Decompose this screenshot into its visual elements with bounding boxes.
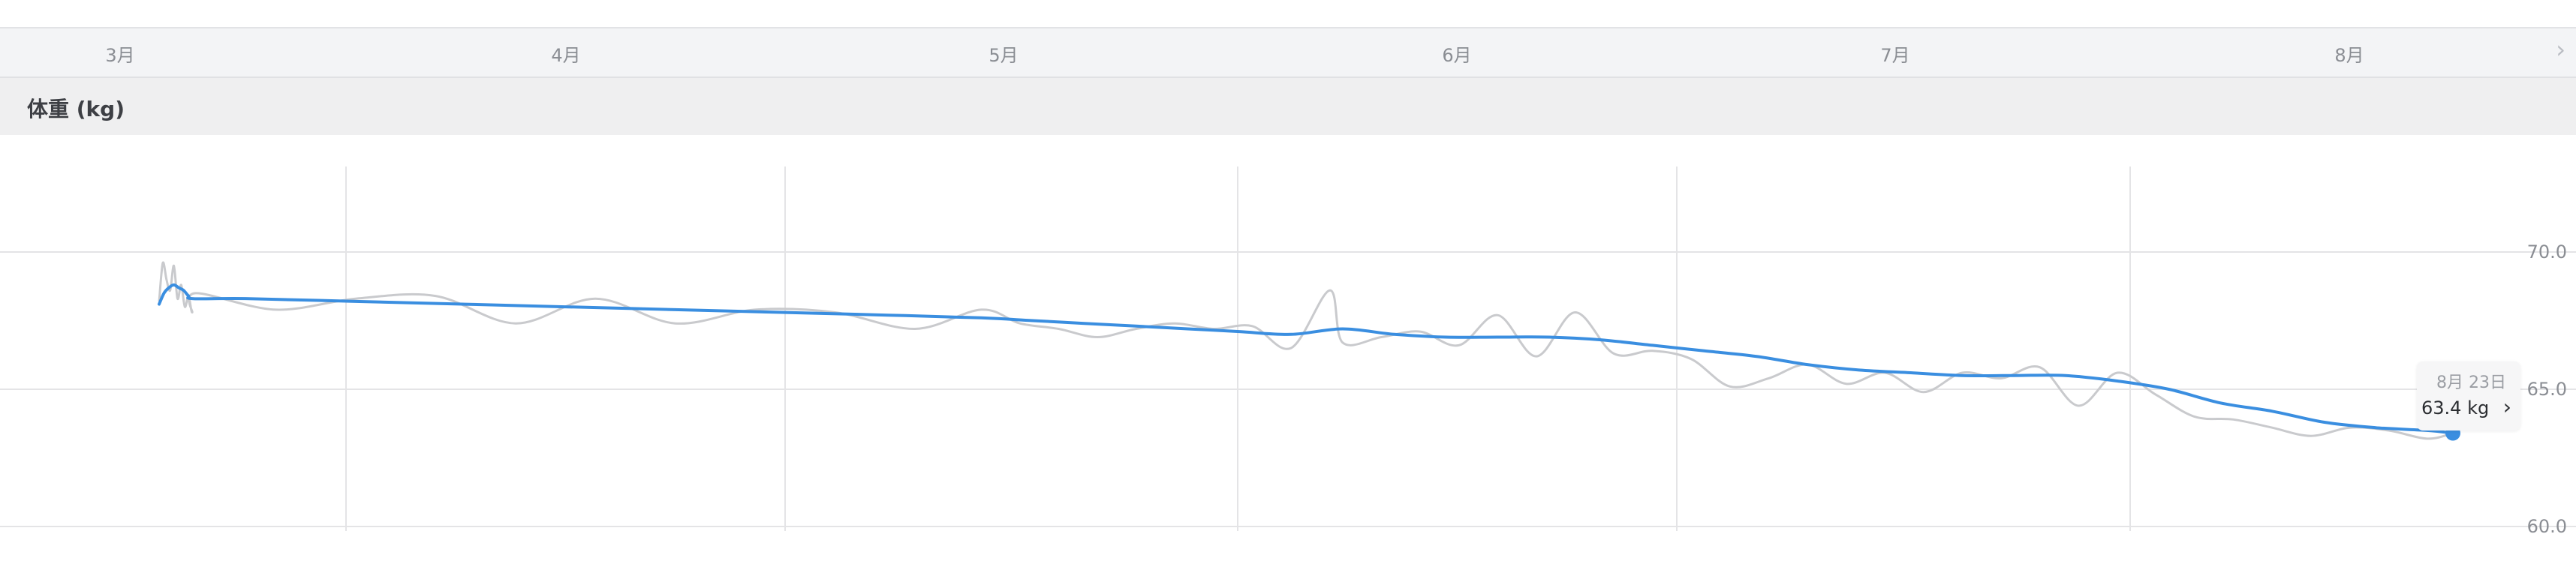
trend-weight-line xyxy=(158,283,2454,435)
y-tick-label: 70.0 xyxy=(2527,242,2567,262)
month-label-aug[interactable]: 8月 xyxy=(2334,45,2364,66)
month-label-jun[interactable]: 6月 xyxy=(1442,45,1472,66)
tooltip-date: 8月 23日 xyxy=(2436,374,2506,392)
value-tooltip[interactable]: 8月 23日 63.4 kg › xyxy=(2417,362,2520,430)
vertical-gridlines xyxy=(345,166,2131,531)
month-label-may[interactable]: 5月 xyxy=(989,45,1019,66)
y-tick-label: 65.0 xyxy=(2527,379,2567,400)
y-tick-labels: 60.0 65.0 70.0 xyxy=(2527,242,2567,537)
tooltip-value: 63.4 kg xyxy=(2421,398,2490,418)
month-label-jul[interactable]: 7月 xyxy=(1880,45,1910,66)
top-strip xyxy=(0,0,2576,28)
month-label-apr[interactable]: 4月 xyxy=(551,45,581,66)
weight-chart: 60.0 65.0 70.0 xyxy=(0,166,2576,537)
chevron-right-icon: › xyxy=(2502,394,2511,419)
month-timeline: 3月 4月 5月 6月 7月 8月 › xyxy=(0,28,2576,78)
section-header: 体重 (kg) xyxy=(0,78,2576,135)
month-label-mar[interactable]: 3月 xyxy=(105,45,135,66)
next-chevron-icon[interactable]: › xyxy=(2556,35,2565,64)
daily-weight-line xyxy=(158,261,2454,440)
section-title: 体重 (kg) xyxy=(27,97,125,122)
y-tick-label: 60.0 xyxy=(2527,516,2567,537)
horizontal-gridlines xyxy=(0,251,2576,527)
